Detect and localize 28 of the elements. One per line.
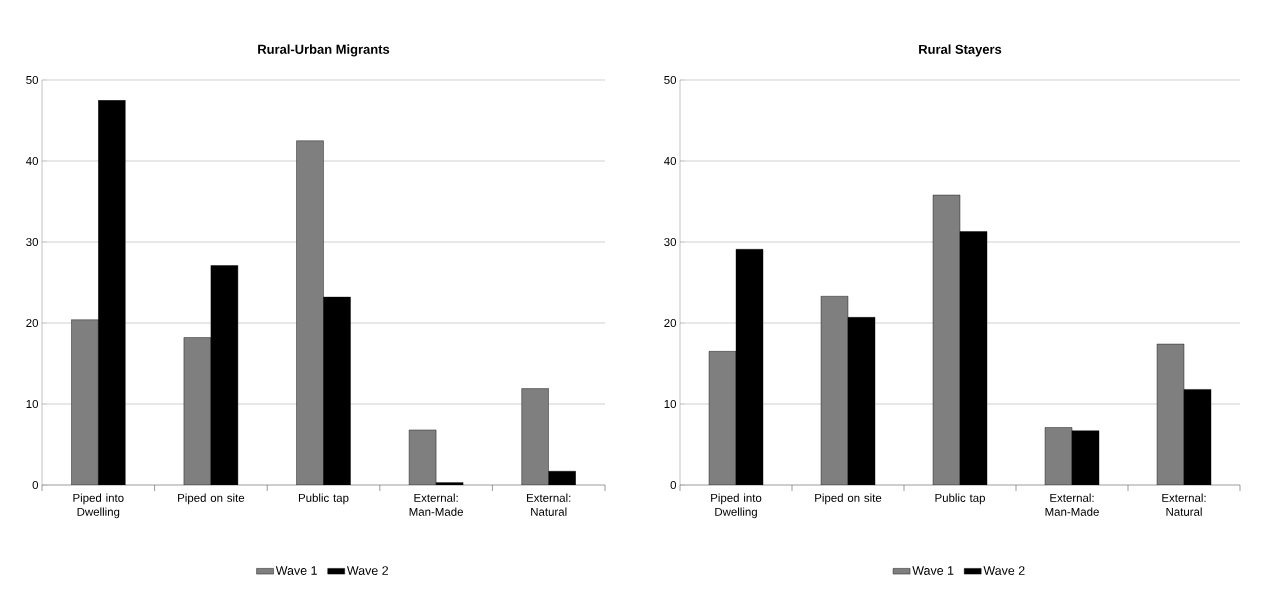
x-tick-label: Piped on site (178, 493, 245, 505)
chart-title: Rural Stayers (919, 44, 1002, 57)
y-tick-label: 30 (664, 237, 677, 247)
y-tick-label: 0 (670, 480, 677, 490)
legend-label: Wave 1 (912, 566, 954, 575)
x-tick-label: Piped into Dwelling (73, 493, 124, 519)
y-tick-label: 10 (664, 399, 677, 409)
x-tick-label: Public tap (935, 493, 985, 505)
y-tick-label: 30 (26, 237, 39, 247)
chart-title: Rural-Urban Migrants (258, 44, 390, 57)
y-tick-label: 50 (664, 75, 677, 85)
x-tick-label: External: Man-Made (1045, 493, 1099, 516)
legend-label: Wave 2 (983, 566, 1025, 575)
y-tick-label: 40 (26, 156, 39, 166)
legend-label: Wave 1 (275, 566, 317, 575)
x-tick-label: External: Natural (527, 493, 571, 516)
y-tick-label: 50 (26, 75, 39, 85)
x-tick-label: Piped on site (815, 493, 882, 505)
legend-label: Wave 2 (346, 566, 389, 575)
y-tick-label: 20 (664, 318, 677, 328)
y-tick-label: 20 (26, 318, 39, 328)
x-tick-label: Public tap (298, 493, 349, 505)
x-tick-label: External: Man-Made (409, 493, 463, 516)
y-tick-label: 40 (664, 156, 677, 166)
y-tick-label: 10 (26, 399, 39, 409)
x-tick-label: External: Natural (1162, 493, 1206, 516)
x-tick-label: Piped into Dwelling (711, 493, 762, 519)
y-tick-label: 0 (32, 480, 39, 490)
